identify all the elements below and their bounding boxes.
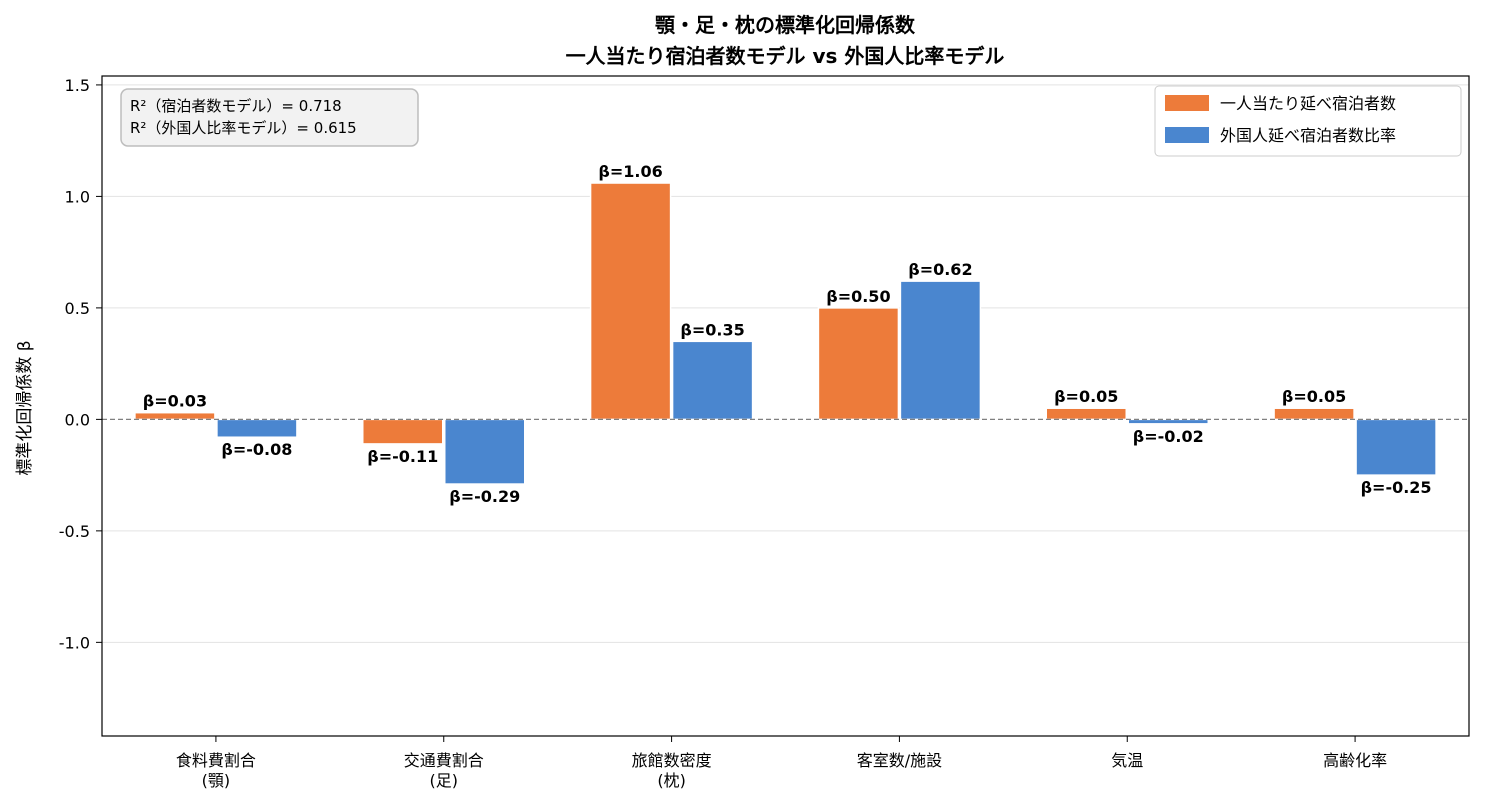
data-label: β=1.06	[598, 162, 662, 181]
data-label: β=0.35	[680, 320, 744, 339]
data-label: β=-0.29	[449, 487, 520, 506]
y-tick-label: 0.0	[65, 410, 90, 429]
bar-series-1	[817, 307, 900, 421]
x-tick-label: 高齢化率	[1323, 751, 1387, 770]
x-tick-label: (足)	[430, 771, 459, 790]
data-label: β=-0.08	[221, 440, 292, 459]
data-label: β=0.05	[1054, 387, 1118, 406]
bar-series-2	[444, 418, 526, 485]
y-tick-label: 1.5	[65, 76, 90, 95]
gridlines	[102, 84, 1469, 643]
r2-line-1: R²（宿泊者数モデル）= 0.718	[130, 97, 342, 115]
bar-series-2	[1127, 418, 1209, 425]
x-tick-label: 交通費割合	[404, 751, 484, 770]
chart-title-line1: 顎・足・枕の標準化回帰係数	[655, 13, 916, 37]
data-label: β=0.62	[908, 260, 972, 279]
y-tick-label: 1.0	[65, 187, 90, 206]
bar-series-1	[589, 182, 672, 421]
data-label: β=-0.02	[1133, 427, 1204, 446]
y-tick-label: -0.5	[59, 522, 90, 541]
data-label: β=0.03	[143, 392, 207, 411]
x-tick-label: 旅館数密度	[632, 751, 712, 770]
y-tick-label: -1.0	[59, 633, 90, 652]
bar-series-1	[1273, 407, 1355, 421]
data-label: β=-0.25	[1361, 478, 1432, 497]
legend-swatch-series-2	[1165, 127, 1209, 143]
chart-title-line2: 一人当たり宿泊者数モデル vs 外国人比率モデル	[566, 44, 1005, 68]
bar-series-1	[134, 411, 216, 421]
bar-series-1	[1045, 407, 1127, 421]
bars	[134, 182, 1437, 485]
y-tick-label: 0.5	[65, 299, 90, 318]
legend-label-series-2: 外国人延べ宿泊者数比率	[1220, 126, 1396, 145]
legend-label-series-1: 一人当たり延べ宿泊者数	[1220, 94, 1396, 113]
x-tick-label: (顎)	[202, 771, 231, 790]
bar-series-2	[1355, 418, 1437, 476]
y-axis-label: 標準化回帰係数 β	[15, 340, 35, 475]
data-label: β=0.50	[826, 287, 890, 306]
r2-annotation-box: R²（宿泊者数モデル）= 0.718 R²（外国人比率モデル）= 0.615	[120, 88, 419, 147]
x-tick-label: 気温	[1111, 751, 1143, 770]
bar-series-2	[216, 418, 298, 438]
data-label: β=-0.11	[367, 447, 438, 466]
bar-series-2	[671, 340, 754, 421]
plot-frame	[101, 75, 1470, 737]
x-tick-label: 食料費割合	[176, 751, 256, 770]
bar-series-1	[362, 418, 444, 445]
data-label: β=0.05	[1282, 387, 1346, 406]
r2-line-2: R²（外国人比率モデル）= 0.615	[130, 119, 357, 137]
axes: -1.0 -0.5 0.0 0.5 1.0 1.5 食料費割合(顎) 交通費割合(足) 旅館数密…	[59, 75, 1470, 790]
legend-swatch-series-1	[1165, 95, 1209, 111]
x-tick-label: (枕)	[657, 771, 686, 790]
legend: 一人当たり延べ宿泊者数 外国人延べ宿泊者数比率	[1154, 85, 1462, 157]
bar-series-2	[899, 280, 982, 421]
data-labels: β=0.03 β=-0.11 β=1.06 β=0.50 β=0.05 β=0.05 β=-…	[143, 162, 1432, 506]
x-tick-label: 客室数/施設	[857, 751, 942, 770]
